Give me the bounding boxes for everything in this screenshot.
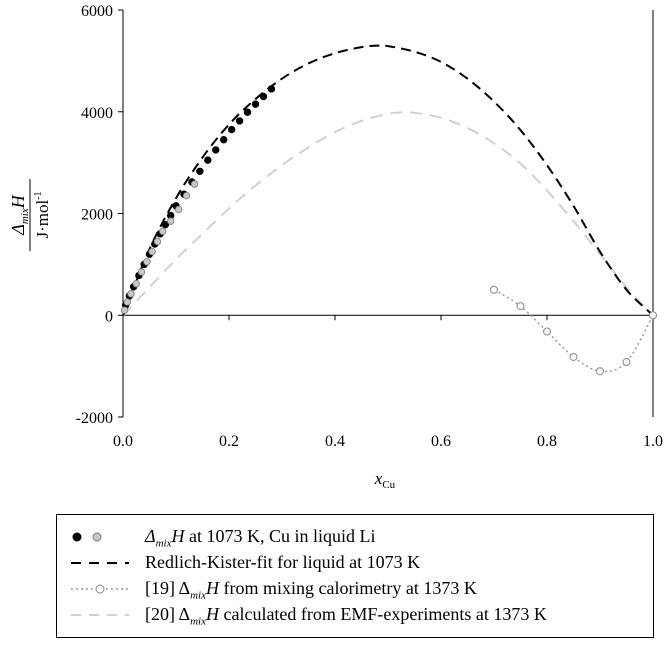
calorimetry-point <box>622 358 631 367</box>
x-tick-label: 0.4 <box>325 433 345 450</box>
data-point-grey <box>166 217 175 225</box>
y-tick-label: 6000 <box>81 3 113 20</box>
legend-text-ref20: [20] ΔmixH calculated from EMF-experimen… <box>145 604 547 628</box>
y-axis-label-denominator: J·mol-1 <box>33 191 52 238</box>
legend-entry-1073K-data: ΔmixH at 1073 K, Cu in liquid Li <box>57 525 653 550</box>
y-tick-label: 4000 <box>81 105 113 122</box>
data-point-black <box>243 108 252 116</box>
calorimetry-point <box>516 302 525 311</box>
data-point-black <box>161 220 170 229</box>
legend-symbol-dotted-open-circle <box>71 584 129 594</box>
data-point-grey <box>120 306 129 314</box>
legend-entry-redlich-kister: Redlich-Kister-fit for liquid at 1073 K <box>57 551 653 575</box>
legend-symbol-light-grey-dashed-line <box>71 614 129 616</box>
data-point-grey <box>159 227 167 236</box>
data-point-grey <box>148 247 156 256</box>
legend-entry-ref19: [19] ΔmixH from mixing calorimetry at 13… <box>57 577 653 602</box>
data-point-black <box>219 136 228 144</box>
x-tick-label: 1.0 <box>643 433 663 450</box>
y-tick-label: 2000 <box>81 207 113 224</box>
calorimetry-point <box>543 327 551 336</box>
legend-symbol-black-dashed-line <box>71 562 129 564</box>
y-axis-label: ΔmixH J·mol-1 <box>8 179 52 251</box>
legend-entry-ref20: [20] ΔmixH calculated from EMF-experimen… <box>57 603 653 628</box>
data-point-grey <box>137 268 146 276</box>
data-point-grey <box>132 280 140 288</box>
calorimetry-point <box>649 311 657 320</box>
data-point-grey <box>123 298 131 306</box>
chart-svg: -2000 0 2000 4000 6000 0.0 0.2 0.4 0.6 0.8 1.0 xCu Δ… <box>8 3 663 491</box>
data-point-grey <box>182 191 191 200</box>
data-point-grey <box>143 258 151 266</box>
x-axis-label: xCu <box>374 469 396 491</box>
data-point-black <box>251 100 260 108</box>
legend-text-1073K-data: ΔmixH at 1073 K, Cu in liquid Li <box>145 526 376 550</box>
x-tick-label: 0.8 <box>537 433 557 450</box>
calorimetry-point <box>596 367 604 376</box>
data-point-black <box>227 125 236 134</box>
series-redlich-kister-line <box>122 44 654 317</box>
x-tick-label: 0.0 <box>113 433 133 450</box>
data-point-black <box>235 117 244 125</box>
legend-symbol-filled-circles <box>72 532 102 542</box>
legend: ΔmixH at 1073 K, Cu in liquid Li Redlich… <box>56 514 654 638</box>
y-axis-label-numerator: ΔmixH <box>8 194 31 235</box>
x-tick-label: 0.6 <box>431 433 451 450</box>
data-point-grey <box>127 290 135 298</box>
x-tick-label: 0.2 <box>219 433 239 450</box>
data-point-grey <box>153 237 162 246</box>
y-tick-label: -2000 <box>76 410 113 427</box>
data-point-black <box>259 92 268 101</box>
legend-text-redlich-kister: Redlich-Kister-fit for liquid at 1073 K <box>145 552 421 572</box>
y-tick-label: 0 <box>105 308 113 325</box>
series-emf-line <box>122 111 654 316</box>
data-point-black <box>196 167 204 175</box>
data-point-grey <box>174 205 183 214</box>
data-point-grey <box>190 180 199 188</box>
calorimetry-point <box>569 352 578 361</box>
calorimetry-point <box>490 285 498 294</box>
data-point-black <box>204 156 212 164</box>
data-point-black <box>267 85 276 93</box>
legend-text-ref19: [19] ΔmixH from mixing calorimetry at 13… <box>145 578 477 602</box>
data-point-black <box>212 146 220 154</box>
